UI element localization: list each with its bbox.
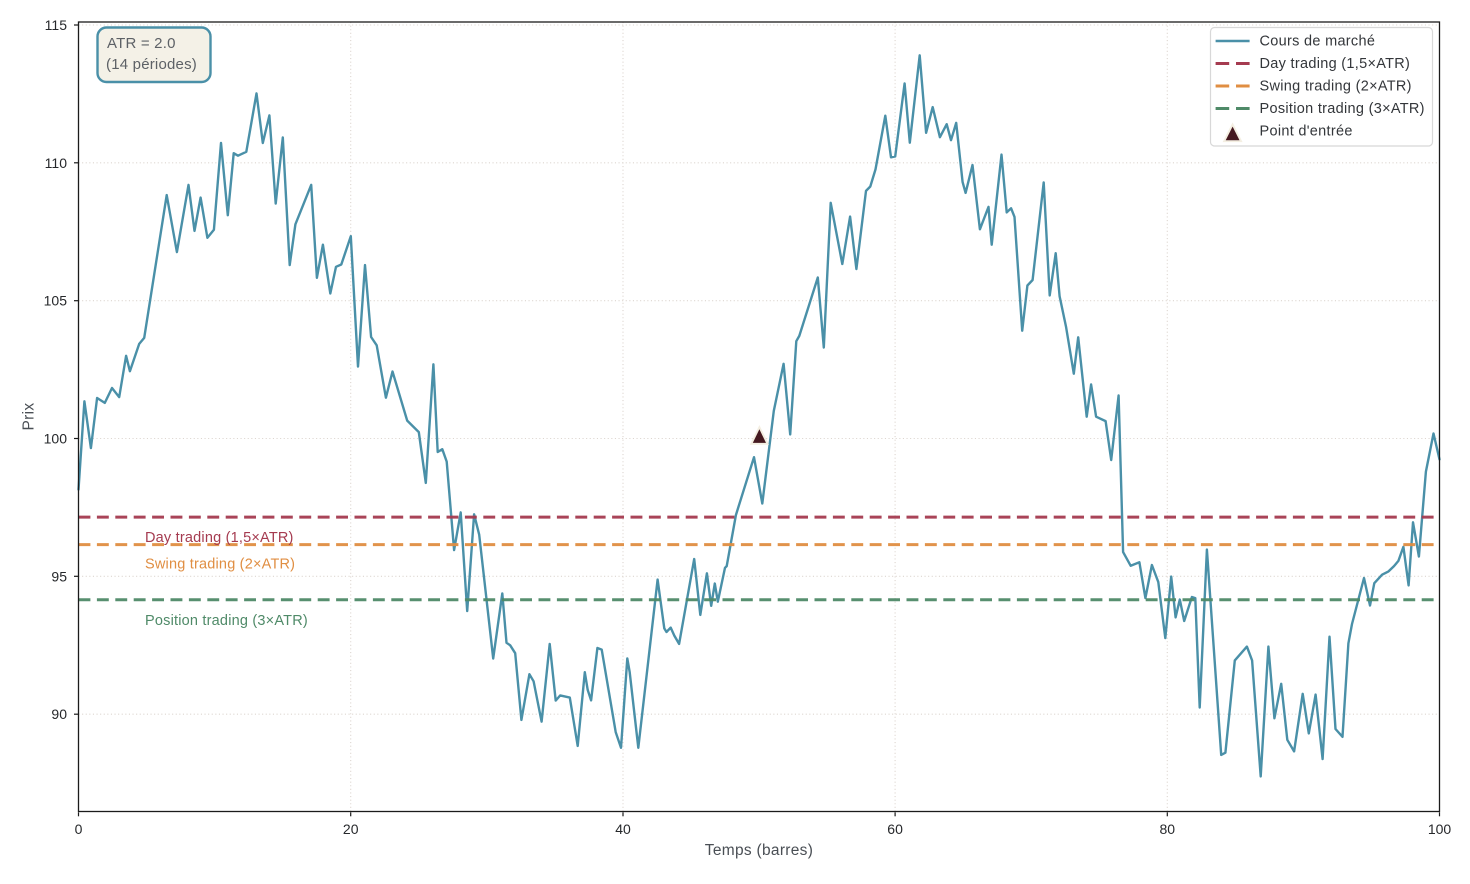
svg-text:Day trading (1,5×ATR): Day trading (1,5×ATR) (145, 530, 294, 546)
svg-text:60: 60 (887, 821, 903, 837)
svg-text:ATR = 2.0: ATR = 2.0 (107, 35, 176, 52)
svg-text:(14 périodes): (14 périodes) (106, 56, 197, 73)
svg-text:Prix: Prix (21, 403, 38, 431)
svg-text:40: 40 (615, 821, 631, 837)
svg-text:110: 110 (45, 155, 68, 171)
svg-text:Swing trading (2×ATR): Swing trading (2×ATR) (1260, 79, 1412, 95)
svg-text:105: 105 (44, 293, 68, 309)
svg-text:Temps (barres): Temps (barres) (705, 842, 813, 859)
svg-text:Point d'entrée: Point d'entrée (1260, 124, 1353, 140)
svg-text:115: 115 (45, 17, 68, 33)
svg-text:90: 90 (51, 706, 67, 722)
svg-text:100: 100 (1428, 821, 1452, 837)
svg-text:Cours de marché: Cours de marché (1260, 34, 1376, 50)
svg-text:20: 20 (343, 821, 359, 837)
svg-text:Day trading (1,5×ATR): Day trading (1,5×ATR) (1260, 56, 1411, 72)
svg-text:Position trading (3×ATR): Position trading (3×ATR) (1260, 101, 1425, 117)
svg-text:0: 0 (75, 821, 83, 837)
svg-text:Swing trading (2×ATR): Swing trading (2×ATR) (145, 557, 295, 573)
svg-text:80: 80 (1160, 821, 1176, 837)
svg-text:Position trading (3×ATR): Position trading (3×ATR) (145, 613, 308, 629)
svg-text:95: 95 (51, 568, 67, 584)
svg-text:100: 100 (44, 431, 68, 447)
